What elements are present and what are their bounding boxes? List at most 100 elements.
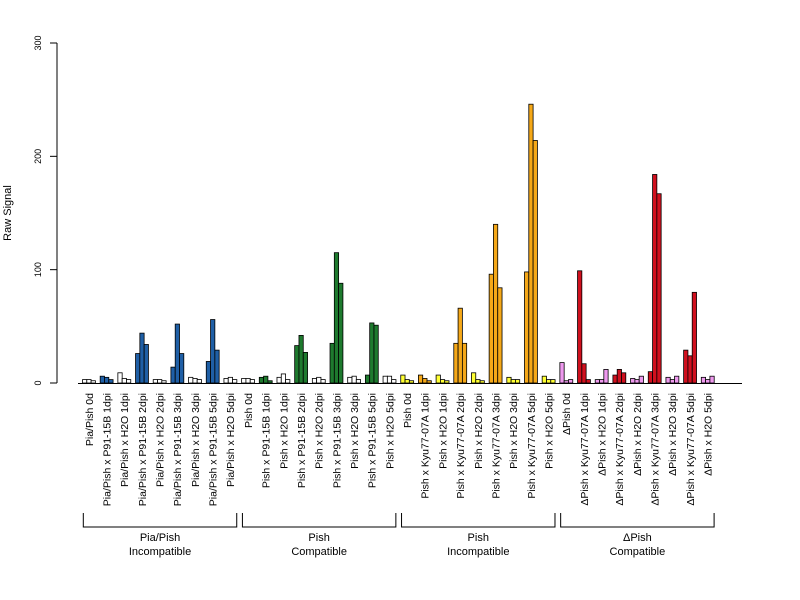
- group-brackets: Pia/Pish Incompatible Pish Compatible Pish In…: [82, 513, 715, 558]
- bar: [475, 379, 481, 384]
- bar: [311, 378, 318, 384]
- x-tick-label: Pish x Kyu77-07A 1dpi: [420, 393, 432, 499]
- group-label-line2: Incompatible: [129, 546, 191, 558]
- bar: [652, 174, 658, 384]
- bar: [638, 375, 644, 384]
- bar: [143, 344, 149, 384]
- group-bracket: [82, 513, 238, 528]
- bar: [285, 379, 291, 384]
- bar: [400, 374, 406, 384]
- group-bracket: [401, 513, 556, 528]
- bar: [506, 376, 512, 384]
- x-tick-label: Pish x P91-15B 3dpi: [331, 393, 343, 488]
- bar: [546, 379, 552, 384]
- bar: [241, 378, 247, 384]
- group-label-line2: Compatible: [291, 546, 347, 558]
- bar: [674, 375, 680, 384]
- x-tick-label: Pia/Pish x P91-15B 3dpi: [172, 393, 184, 506]
- bar: [559, 362, 565, 384]
- bar: [364, 374, 371, 384]
- bar: [418, 374, 424, 384]
- bar: [320, 379, 326, 384]
- bar: [152, 379, 158, 384]
- bar: [210, 319, 216, 384]
- bar: [196, 379, 202, 384]
- bar: [192, 378, 198, 384]
- bar: [488, 273, 494, 384]
- bar: [316, 376, 322, 384]
- bar: [276, 376, 282, 384]
- bar: [373, 324, 379, 384]
- bar: [408, 380, 415, 384]
- x-tick-label: ΔPish 0d: [561, 393, 573, 435]
- x-tick-label: ΔPish x H2O 1dpi: [597, 393, 609, 476]
- bar: [528, 103, 534, 384]
- bar: [461, 342, 468, 384]
- bar: [232, 379, 238, 384]
- bar: [157, 379, 163, 384]
- x-tick-label: Pia/Pish x P91-15B 2dpi: [137, 393, 149, 506]
- bar: [170, 366, 176, 384]
- bar: [630, 378, 636, 384]
- x-tick-label: ΔPish x H2O 5dpi: [703, 393, 715, 476]
- x-tick-label: ΔPish x H2O 2dpi: [632, 393, 644, 476]
- bar: [532, 140, 538, 384]
- bar: [82, 379, 88, 384]
- bar: [515, 379, 521, 384]
- bar: [493, 223, 499, 384]
- bar: [135, 353, 141, 384]
- x-tick-label: Pish x Kyu77-07A 2dpi: [455, 393, 467, 499]
- bar: [280, 373, 286, 384]
- bar: [227, 376, 233, 384]
- x-tick-label: Pia/Pish 0d: [84, 393, 96, 446]
- y-tick-label: 300: [33, 35, 43, 50]
- bar: [139, 332, 145, 384]
- x-tick-label: ΔPish x Kyu77-07A 3dpi: [650, 393, 662, 506]
- x-tick-label: Pish x H2O 2dpi: [314, 393, 326, 469]
- bar: [174, 323, 180, 384]
- bar: [126, 379, 132, 384]
- bar: [223, 378, 229, 384]
- x-tick-label: Pia/Pish x P91-15B 5dpi: [208, 393, 220, 506]
- bar: [117, 372, 123, 384]
- x-tick-label: ΔPish x Kyu77-07A 5dpi: [685, 393, 697, 506]
- bar: [577, 270, 583, 384]
- bar: [86, 379, 92, 384]
- bars: [78, 103, 742, 384]
- x-tick-label: Pish x H2O 1dpi: [278, 393, 290, 469]
- x-tick-label: Pish x H2O 3dpi: [349, 393, 361, 469]
- bar: [333, 252, 340, 384]
- bar: [263, 375, 269, 384]
- x-tick-label: Pia/Pish x H2O 3dpi: [190, 393, 202, 487]
- group-label-line1: ΔPish: [623, 532, 652, 544]
- bar: [581, 363, 587, 384]
- bar: [691, 291, 697, 384]
- bar: [351, 375, 357, 384]
- bar: [294, 345, 300, 384]
- x-tick-label: Pish x P91-15B 5dpi: [367, 393, 379, 488]
- y-axis: 0 100 200 300: [33, 35, 58, 386]
- bar: [404, 379, 410, 384]
- x-tick-label: Pish x H2O 1dpi: [437, 393, 449, 469]
- bar: [700, 376, 706, 384]
- x-tick-label: Pish 0d: [402, 393, 414, 428]
- bar: [568, 379, 574, 384]
- x-tick-label: ΔPish x Kyu77-07A 2dpi: [614, 393, 626, 506]
- bar: [214, 349, 220, 384]
- x-tick-label: Pia/Pish x P91-15B 1dpi: [101, 393, 113, 506]
- bar: [444, 380, 450, 384]
- bar: [188, 376, 194, 384]
- bar: [599, 379, 605, 384]
- group-bracket: [241, 513, 397, 528]
- group-label-line2: Compatible: [610, 546, 666, 558]
- bar: [426, 380, 432, 384]
- bar: [386, 375, 393, 384]
- bar: [647, 371, 653, 384]
- bar: [479, 380, 485, 384]
- bar: [302, 351, 308, 384]
- bar: [440, 379, 446, 384]
- group-label-line1: Pish: [468, 532, 489, 544]
- x-tick-label: Pish x Kyu77-07A 3dpi: [490, 393, 502, 499]
- bar: [687, 355, 693, 384]
- x-tick-label: Pish x P91-15B 1dpi: [261, 393, 273, 488]
